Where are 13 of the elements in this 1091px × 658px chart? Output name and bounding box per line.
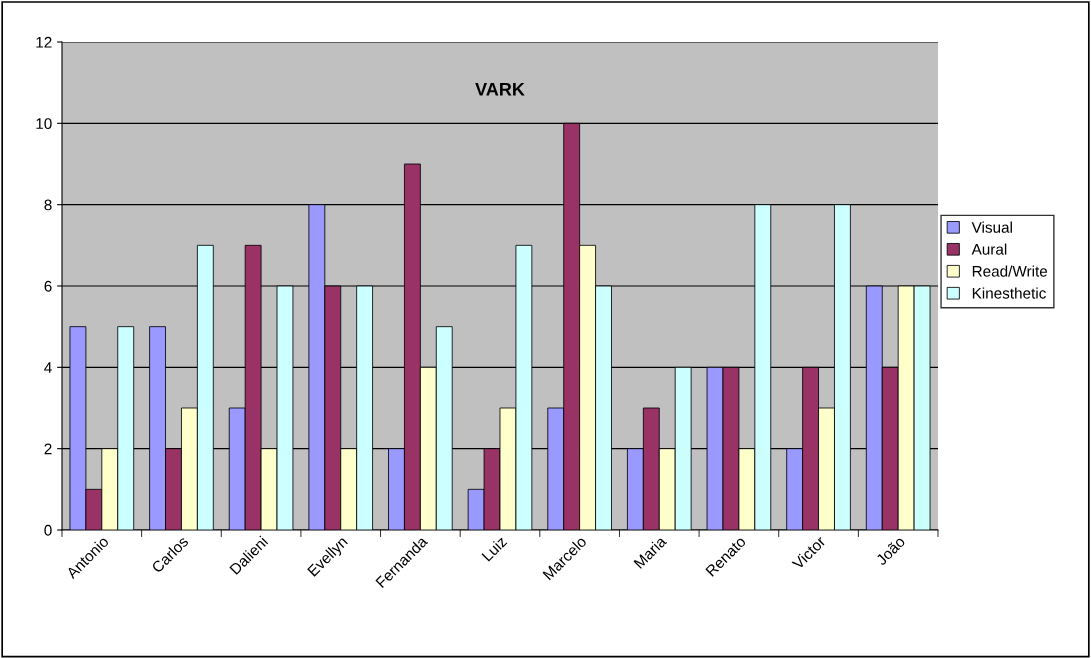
legend-label: Aural bbox=[971, 243, 1007, 255]
legend-label: Kinesthetic bbox=[972, 287, 1046, 299]
legend-label: Read/Write bbox=[972, 265, 1048, 277]
y-tick-label: 6 bbox=[44, 280, 52, 292]
y-tick-label: 10 bbox=[36, 118, 52, 130]
y-tick-label: 0 bbox=[44, 524, 52, 536]
y-tick-label: 2 bbox=[44, 443, 52, 455]
y-tick-label: 8 bbox=[44, 199, 52, 211]
y-tick-label: 4 bbox=[44, 362, 52, 373]
x-tick-label: Luiz bbox=[481, 535, 508, 562]
y-tick-label: 12 bbox=[36, 36, 52, 48]
text: VARK bbox=[475, 83, 525, 96]
legend-label: Visual bbox=[971, 221, 1012, 233]
